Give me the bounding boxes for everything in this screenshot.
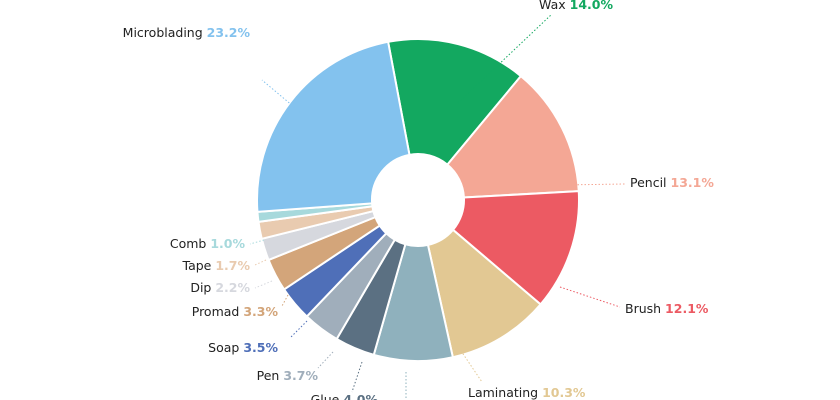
slice-label-name: Wax: [539, 0, 570, 12]
slice-label-value: 4.0%: [343, 392, 378, 400]
slice-label-name: Laminating: [468, 385, 542, 400]
slice-label: Laminating 10.3%: [468, 385, 586, 400]
slice-label-value: 12.1%: [665, 301, 709, 316]
leader-line: [249, 239, 265, 245]
slice-label: Microblading 23.2%: [123, 25, 251, 40]
slice-label-value: 13.1%: [671, 175, 715, 190]
slice-label: Promad 3.3%: [192, 304, 279, 319]
slice-label: Dip 2.2%: [190, 280, 250, 295]
slice-label-name: Comb: [170, 236, 210, 251]
slice-label-value: 1.0%: [210, 236, 245, 251]
slice-label-name: Tape: [182, 258, 216, 273]
slice-label: Tape 1.7%: [182, 258, 251, 273]
leader-line: [351, 361, 363, 393]
leader-line: [559, 183, 626, 186]
leader-line: [254, 259, 267, 266]
slice-label-name: Soap: [208, 340, 243, 355]
slice-label: Pencil 13.1%: [630, 175, 714, 190]
leader-line: [281, 294, 289, 307]
slice-label-value: 23.2%: [207, 25, 251, 40]
leader-line: [254, 280, 273, 289]
slice-label-value: 14.0%: [570, 0, 614, 12]
slice-label-name: Pencil: [630, 175, 671, 190]
slice-label: Comb 1.0%: [170, 236, 246, 251]
slice-label: Soap 3.5%: [208, 340, 278, 355]
slice-label-name: Brush: [625, 301, 665, 316]
leader-line: [289, 320, 308, 339]
slice-wax: [386, 38, 523, 167]
slice-label-name: Glue: [311, 392, 344, 400]
slice-label: Wax 14.0%: [539, 0, 613, 12]
slice-label-value: 3.5%: [243, 340, 278, 355]
slice-microblading: [256, 40, 411, 213]
slice-label-name: Dip: [190, 280, 215, 295]
leader-line: [457, 13, 553, 104]
leader-line: [559, 286, 621, 308]
slice-label-name: Promad: [192, 304, 244, 319]
leader-line: [261, 79, 301, 113]
slice-pencil: [445, 74, 580, 199]
slice-label-value: 3.3%: [243, 304, 278, 319]
slice-label: Glue 4.0%: [311, 392, 379, 400]
slice-label-value: 1.7%: [215, 258, 250, 273]
slice-label: Pen 3.7%: [257, 368, 319, 383]
slice-label-name: Microblading: [123, 25, 207, 40]
leader-line: [454, 341, 483, 383]
slice-label-value: 10.3%: [542, 385, 586, 400]
slice-brush: [451, 190, 580, 306]
slice-label-value: 2.2%: [215, 280, 250, 295]
leader-line: [317, 351, 334, 369]
slice-label-value: 3.7%: [283, 368, 318, 383]
slice-label: Brush 12.1%: [625, 301, 709, 316]
slice-label-name: Pen: [257, 368, 284, 383]
